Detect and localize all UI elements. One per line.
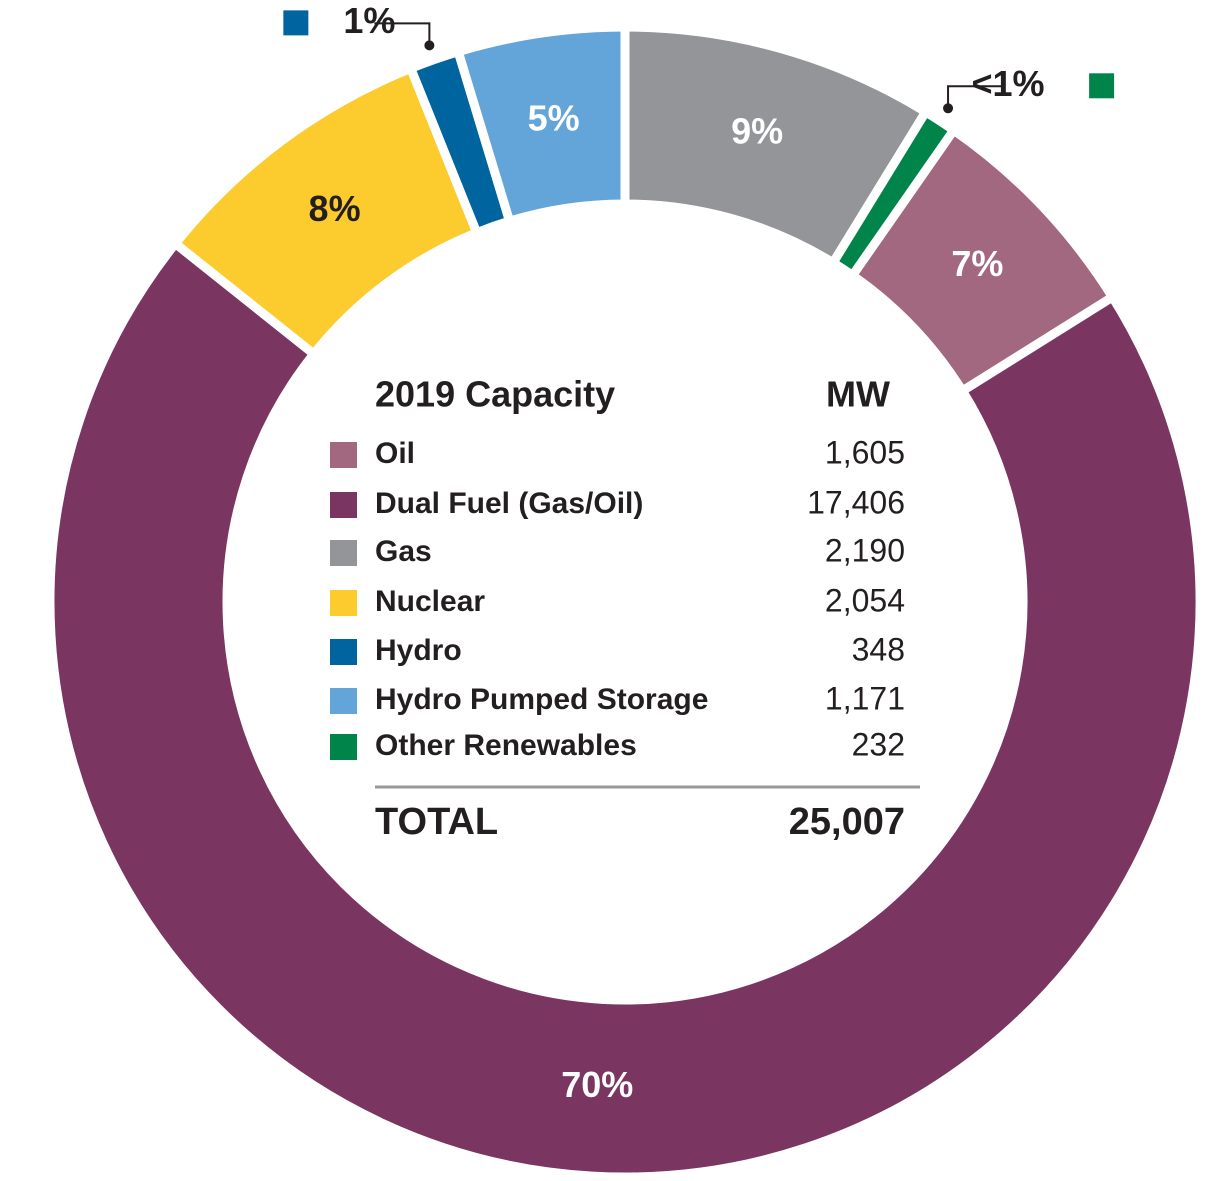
legend-label: Dual Fuel (Gas/Oil) — [375, 487, 643, 520]
donut-slice — [452, 22, 630, 227]
legend-value: 1,171 — [825, 680, 905, 716]
percent-label: 9% — [731, 110, 783, 151]
legend-swatch — [330, 492, 357, 518]
legend-value: 348 — [852, 631, 905, 667]
percent-label: 8% — [309, 188, 361, 229]
legend-value: 17,406 — [807, 484, 905, 520]
legend-label: Hydro Pumped Storage — [375, 683, 708, 716]
percent-swatch — [1089, 73, 1115, 99]
legend-label: Gas — [375, 535, 432, 568]
legend-title: 2019 Capacity — [375, 374, 615, 415]
leader-line — [947, 85, 1004, 109]
donut-slice — [45, 237, 1205, 1181]
legend-swatch — [330, 639, 357, 665]
percent-label: <1% — [972, 63, 1045, 104]
percent-swatch — [283, 10, 309, 36]
legend-value: 232 — [852, 726, 905, 762]
legend-label: Hydro — [375, 634, 462, 667]
legend-label: Other Renewables — [375, 729, 637, 762]
percent-label: 7% — [951, 243, 1003, 284]
legend-swatch — [330, 590, 357, 616]
legend-swatch — [330, 442, 357, 468]
value-header: MW — [826, 374, 890, 415]
total-label: TOTAL — [375, 801, 498, 843]
legend-swatch — [330, 734, 357, 760]
legend-value: 2,054 — [825, 582, 905, 618]
leader-line — [374, 22, 431, 46]
legend-value: 2,190 — [825, 532, 905, 568]
legend-label: Nuclear — [375, 585, 485, 618]
legend-swatch — [330, 688, 357, 714]
total-value: 25,007 — [789, 801, 905, 843]
percent-label: 1% — [343, 0, 395, 41]
legend-swatch — [330, 540, 357, 566]
legend-label: Oil — [375, 437, 415, 470]
legend-value: 1,605 — [825, 434, 905, 470]
percent-label: 5% — [528, 97, 580, 138]
percent-label: 70% — [561, 1064, 633, 1105]
